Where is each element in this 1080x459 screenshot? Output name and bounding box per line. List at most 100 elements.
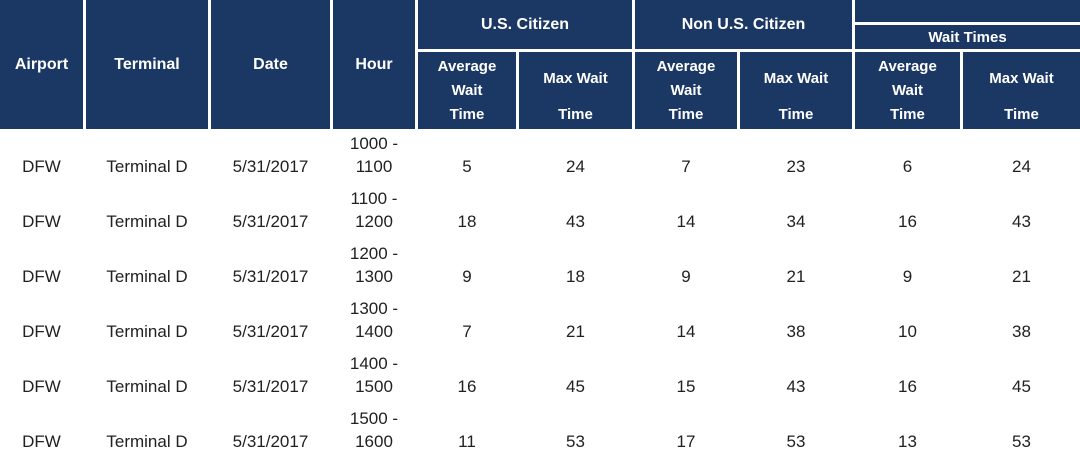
table-body: DFW Terminal D 5/31/2017 1000 - 1100 5 2… bbox=[0, 129, 1080, 459]
column-header-us-average-wait-time: Average Wait Time bbox=[418, 52, 516, 129]
terminal-cell: Terminal D bbox=[106, 432, 188, 451]
non-us-average-wait-cell: 7 bbox=[681, 157, 691, 176]
column-header-hour: Hour bbox=[333, 0, 415, 129]
airport-cell: DFW bbox=[22, 322, 61, 341]
us-max-wait-cell: 53 bbox=[566, 432, 585, 451]
table-header: Airport Terminal Date Hour U.S. Citizen … bbox=[0, 0, 1080, 129]
overall-average-wait-cell: 16 bbox=[898, 212, 917, 231]
group-header-us-citizen: U.S. Citizen bbox=[418, 0, 632, 49]
us-max-wait-cell: 21 bbox=[566, 322, 585, 341]
overall-max-wait-cell: 21 bbox=[1012, 267, 1031, 286]
hour-range-start: 1500 - bbox=[349, 409, 399, 428]
hour-range-end: 1200 bbox=[355, 212, 393, 231]
us-max-wait-cell: 24 bbox=[566, 157, 585, 176]
date-cell: 5/31/2017 bbox=[232, 322, 309, 341]
us-average-wait-cell: 16 bbox=[457, 377, 477, 396]
us-average-wait-cell: 7 bbox=[462, 322, 472, 341]
non-us-average-wait-cell: 15 bbox=[676, 377, 696, 396]
hour-range-end: 1300 bbox=[355, 267, 393, 286]
us-average-wait-cell: 9 bbox=[462, 267, 472, 286]
column-header-us-max-wait-time: Max Wait Time bbox=[519, 52, 632, 129]
date-cell: 5/31/2017 bbox=[232, 432, 309, 451]
column-header-non-us-max-wait-time: Max Wait Time bbox=[740, 52, 852, 129]
terminal-cell: Terminal D bbox=[106, 377, 188, 396]
hour-range-end: 1500 bbox=[355, 377, 393, 396]
overall-max-wait-cell: 45 bbox=[1012, 377, 1031, 396]
hour-range-end: 1600 bbox=[355, 432, 393, 451]
hour-range-start: 1300 - bbox=[349, 299, 399, 318]
table-row: DFW Terminal D 5/31/2017 1500 - 1600 11 … bbox=[0, 404, 1080, 459]
overall-average-wait-cell: 10 bbox=[898, 322, 917, 341]
non-us-max-wait-cell: 34 bbox=[786, 212, 806, 231]
hour-cell: 1500 - 1600 bbox=[333, 407, 415, 459]
us-max-wait-cell: 43 bbox=[566, 212, 585, 231]
header-line-time: Time bbox=[890, 106, 925, 123]
terminal-cell: Terminal D bbox=[106, 322, 188, 341]
column-header-wait-times-average-wait-time: Average Wait Time bbox=[855, 52, 960, 129]
non-us-max-wait-cell: 23 bbox=[786, 157, 806, 176]
non-us-max-wait-cell: 21 bbox=[786, 267, 806, 286]
overall-max-wait-cell: 38 bbox=[1012, 322, 1031, 341]
terminal-cell: Terminal D bbox=[106, 267, 188, 286]
non-us-average-wait-cell: 14 bbox=[676, 322, 696, 341]
column-header-date: Date bbox=[211, 0, 330, 129]
overall-average-wait-cell: 16 bbox=[898, 377, 917, 396]
header-line-time: Time bbox=[558, 106, 593, 123]
terminal-cell: Terminal D bbox=[106, 157, 188, 176]
non-us-max-wait-cell: 38 bbox=[786, 322, 806, 341]
hour-cell: 1000 - 1100 bbox=[333, 132, 415, 184]
table-row: DFW Terminal D 5/31/2017 1300 - 1400 7 2… bbox=[0, 294, 1080, 349]
airport-cell: DFW bbox=[22, 157, 61, 176]
non-us-max-wait-cell: 53 bbox=[786, 432, 806, 451]
table-row: DFW Terminal D 5/31/2017 1200 - 1300 9 1… bbox=[0, 239, 1080, 294]
hour-range-start: 1400 - bbox=[349, 354, 399, 373]
date-cell: 5/31/2017 bbox=[232, 377, 309, 396]
us-average-wait-cell: 18 bbox=[457, 212, 477, 231]
us-average-wait-cell: 11 bbox=[458, 432, 476, 451]
header-line-time: Time bbox=[449, 106, 485, 123]
us-max-wait-cell: 18 bbox=[566, 267, 585, 286]
header-line-time: Time bbox=[778, 106, 814, 123]
column-header-wait-times-max-wait-time: Max Wait Time bbox=[963, 52, 1080, 129]
airport-cell: DFW bbox=[22, 377, 61, 396]
airport-cell: DFW bbox=[22, 432, 61, 451]
header-line-max-wait: Max Wait bbox=[989, 69, 1054, 87]
non-us-average-wait-cell: 9 bbox=[681, 267, 691, 286]
hour-cell: 1200 - 1300 bbox=[333, 242, 415, 294]
non-us-average-wait-cell: 14 bbox=[676, 212, 696, 231]
group-header-wait-times: Wait Times bbox=[855, 25, 1080, 49]
header-line-time: Time bbox=[668, 106, 704, 123]
header-line-average-wait: Average Wait bbox=[878, 57, 937, 99]
column-header-airport: Airport bbox=[0, 0, 83, 129]
group-header-non-us-citizen: Non U.S. Citizen bbox=[635, 0, 852, 49]
non-us-average-wait-cell: 17 bbox=[676, 432, 696, 451]
hour-range-start: 1200 - bbox=[349, 244, 399, 263]
column-header-non-us-average-wait-time: Average Wait Time bbox=[635, 52, 737, 129]
table-row: DFW Terminal D 5/31/2017 1400 - 1500 16 … bbox=[0, 349, 1080, 404]
hour-range-end: 1100 bbox=[355, 157, 393, 176]
date-cell: 5/31/2017 bbox=[232, 267, 309, 286]
header-line-max-wait: Max Wait bbox=[763, 69, 829, 87]
overall-max-wait-cell: 43 bbox=[1012, 212, 1031, 231]
header-line-average-wait: Average Wait bbox=[656, 57, 716, 99]
overall-average-wait-cell: 6 bbox=[902, 157, 913, 176]
hour-cell: 1100 - 1200 bbox=[333, 187, 415, 239]
wait-times-empty-band bbox=[855, 0, 1080, 22]
overall-max-wait-cell: 24 bbox=[1012, 157, 1031, 176]
non-us-max-wait-cell: 43 bbox=[786, 377, 806, 396]
header-line-max-wait: Max Wait bbox=[543, 69, 608, 87]
hour-cell: 1400 - 1500 bbox=[333, 352, 415, 404]
overall-average-wait-cell: 13 bbox=[898, 432, 917, 451]
table-row: DFW Terminal D 5/31/2017 1100 - 1200 18 … bbox=[0, 184, 1080, 239]
hour-range-end: 1400 bbox=[355, 322, 393, 341]
terminal-cell: Terminal D bbox=[106, 212, 188, 231]
header-line-time: Time bbox=[1004, 106, 1039, 123]
hour-cell: 1300 - 1400 bbox=[333, 297, 415, 349]
hour-range-start: 1100 - bbox=[350, 189, 398, 208]
us-average-wait-cell: 5 bbox=[462, 157, 472, 176]
overall-average-wait-cell: 9 bbox=[902, 267, 913, 286]
header-line-average-wait: Average Wait bbox=[437, 57, 497, 99]
airport-cell: DFW bbox=[22, 212, 61, 231]
hour-range-start: 1000 - bbox=[349, 134, 399, 153]
